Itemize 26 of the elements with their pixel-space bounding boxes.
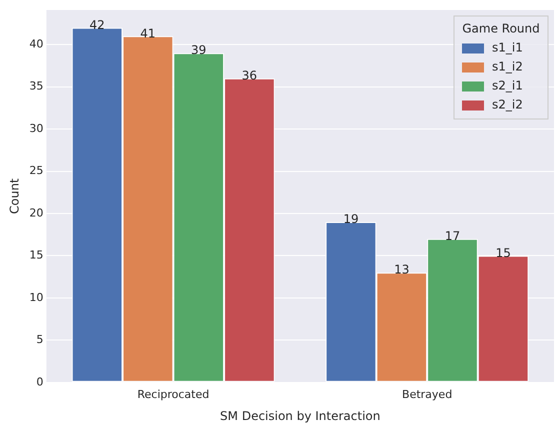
legend-title: Game Round <box>462 22 540 36</box>
y-tick-label: 40 <box>29 37 44 50</box>
data-label: 42 <box>90 18 105 32</box>
y-tick-label: 20 <box>29 206 44 220</box>
legend-label: s2_i1 <box>492 78 523 93</box>
x-axis-title: SM Decision by Interaction <box>220 408 380 423</box>
y-tick-label: 0 <box>36 375 44 388</box>
data-label: 41 <box>140 26 156 40</box>
y-tick-label: 5 <box>36 333 44 346</box>
data-label: 17 <box>444 228 460 243</box>
y-tick-label: 35 <box>29 80 44 93</box>
y-tick-label: 15 <box>29 248 44 262</box>
data-label: 36 <box>242 68 258 83</box>
x-tick-label: Betrayed <box>402 388 452 401</box>
y-tick-label: 10 <box>29 290 44 304</box>
y-tick-label: 25 <box>29 164 44 178</box>
data-label: 15 <box>496 246 511 260</box>
data-label: 13 <box>394 262 410 277</box>
legend-label: s1_i2 <box>492 60 523 74</box>
y-axis-title: Count <box>7 178 22 214</box>
legend-label: s1_i1 <box>492 40 523 55</box>
data-label: 19 <box>343 212 359 226</box>
legend-label: s2_i2 <box>492 98 523 112</box>
x-tick-label: Reciprocated <box>137 388 210 401</box>
data-label: 39 <box>191 43 206 58</box>
y-tick-label: 30 <box>29 122 44 135</box>
